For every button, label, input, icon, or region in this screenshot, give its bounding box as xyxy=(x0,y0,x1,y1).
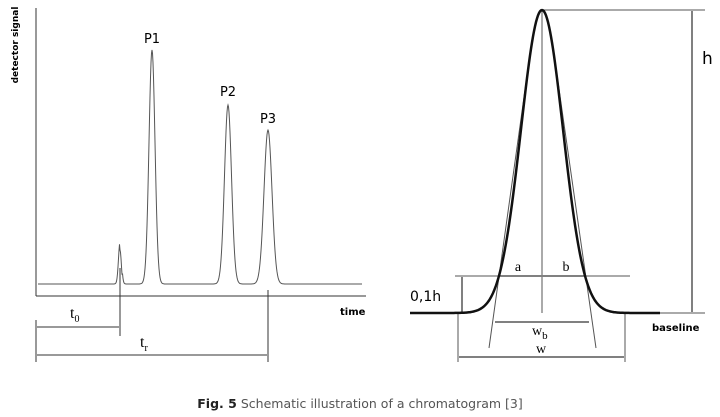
a-label: a xyxy=(515,260,522,275)
t0-sub: 0 xyxy=(74,314,79,325)
tenth-height-label: 0,1h xyxy=(410,289,441,305)
caption-number: Fig. 5 xyxy=(197,396,237,411)
x-axis-label: time xyxy=(340,307,366,318)
w-label: w xyxy=(536,342,547,357)
left-panel xyxy=(35,8,366,362)
tr-sub: r xyxy=(144,343,148,354)
peak-label: P1 xyxy=(144,32,160,47)
baseline-label: baseline xyxy=(652,323,700,334)
chromatogram-trace xyxy=(38,49,362,285)
peak-curve xyxy=(410,8,660,315)
wb-label: wb xyxy=(532,324,548,342)
caption-text: Schematic illustration of a chromatogram… xyxy=(241,396,523,411)
t0-base: t xyxy=(70,305,75,322)
wb-base: w xyxy=(532,324,543,339)
tr-label: tr xyxy=(140,334,148,354)
caption: Fig. 5 Schematic illustration of a chroma… xyxy=(197,396,522,411)
b-label: b xyxy=(563,260,570,275)
wb-sub: b xyxy=(542,330,548,342)
tr-base: t xyxy=(140,334,145,351)
peak-label: P2 xyxy=(220,85,236,100)
peak-label: P3 xyxy=(260,112,276,127)
y-axis-label: detector signal xyxy=(11,7,21,84)
h-label: h xyxy=(702,49,713,69)
right-panel xyxy=(410,8,705,362)
t0-label: t0 xyxy=(70,305,79,325)
